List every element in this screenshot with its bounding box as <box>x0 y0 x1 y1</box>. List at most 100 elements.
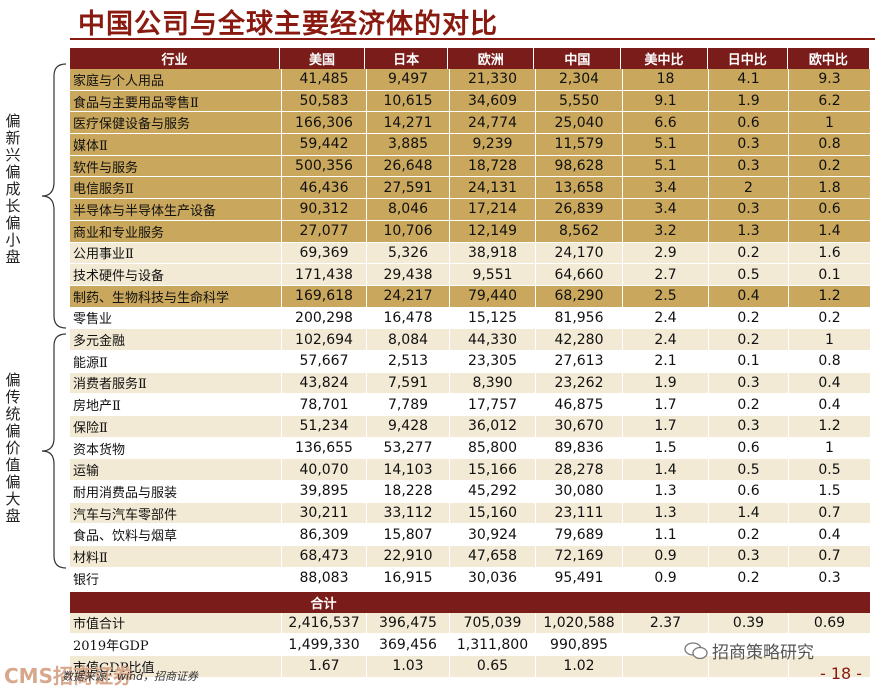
table-cell: 1.9 <box>708 90 788 112</box>
table-row: 市值合计 2,416,537 396,475 705,039 1,020,588 2.37… <box>70 612 870 635</box>
table-cell: 136,655 <box>281 437 366 459</box>
table-cell: 68,473 <box>281 546 366 567</box>
table-cell: 10,706 <box>366 220 449 242</box>
table-cell: 10,615 <box>366 90 449 112</box>
row-label: 技术硬件与设备 <box>73 269 165 285</box>
table-cell <box>708 655 788 677</box>
table-cell: 13,658 <box>535 177 622 199</box>
table-cell: 1.2 <box>788 416 870 437</box>
table-cell: 8,084 <box>366 329 449 350</box>
table-cell: 2.4 <box>622 307 708 329</box>
table-cell: 1,311,800 <box>449 634 535 655</box>
header-cell: 美国 <box>280 48 366 69</box>
row-label: 材料Ⅱ <box>73 550 108 566</box>
table-cell: 5.1 <box>622 134 708 155</box>
table-cell: 0.6 <box>708 481 788 502</box>
table-row: 耐用消费品与服装 39,895 18,228 45,292 30,080 1.3 0.6 1.… <box>70 481 870 503</box>
table-cell: 1.9 <box>622 372 708 394</box>
table-cell <box>622 634 708 655</box>
table-cell: 59,442 <box>281 134 366 155</box>
table-cell: 89,836 <box>535 437 622 459</box>
table-cell: 53,277 <box>366 437 449 459</box>
table-cell: 1.03 <box>366 655 449 677</box>
table-row: 房地产Ⅱ 78,701 7,789 17,757 46,875 1.7 0.2 0.4 <box>70 394 870 416</box>
table-cell: 1,499,330 <box>281 634 366 655</box>
table-cell: 81,956 <box>535 307 622 329</box>
row-label: 多元金融 <box>73 334 126 350</box>
comparison-table: 行业 美国 日本 欧洲 中国 美中比 日中比 欧中比 家庭与个人用品 41,485 9,497 21… <box>70 48 871 678</box>
wechat-label: 招商策略研究 <box>712 643 814 663</box>
row-label: 汽车与汽车零部件 <box>73 507 178 523</box>
row-label: 食品、饮料与烟草 <box>73 529 178 545</box>
table-cell: 1.5 <box>622 437 708 459</box>
table-cell: 88,083 <box>281 567 366 589</box>
table-cell: 0.2 <box>708 567 788 589</box>
table-cell: 0.6 <box>708 437 788 459</box>
table-cell: 1.02 <box>535 655 622 677</box>
table-cell: 12,149 <box>449 220 535 242</box>
table-cell: 5,326 <box>366 242 449 264</box>
table-cell: 21,330 <box>449 69 535 90</box>
table-cell: 69,369 <box>281 242 366 264</box>
row-label: 消费者服务Ⅱ <box>73 377 147 393</box>
table-cell: 33,112 <box>366 502 449 524</box>
row-label: 公用事业Ⅱ <box>73 247 134 263</box>
table-cell: 1.3 <box>622 481 708 502</box>
table-cell: 169,618 <box>281 285 366 307</box>
row-label: 半导体与半导体生产设备 <box>73 203 217 219</box>
row-label: 2019年GDP <box>73 639 149 655</box>
table-cell <box>788 655 870 677</box>
value-side-label: 偏传统偏价值偏大盘 <box>5 371 21 525</box>
table-cell: 85,800 <box>449 437 535 459</box>
table-cell: 0.2 <box>708 329 788 350</box>
table-cell: 1.6 <box>788 242 870 264</box>
table-cell: 0.7 <box>788 546 870 567</box>
table-cell: 27,077 <box>281 220 366 242</box>
table-cell: 0.5 <box>788 459 870 481</box>
table-cell: 0.8 <box>788 134 870 155</box>
table-row: 半导体与半导体生产设备 90,312 8,046 17,214 26,839 3.4 0.3… <box>70 199 870 221</box>
table-cell: 2.5 <box>622 285 708 307</box>
table-cell: 0.8 <box>788 350 870 372</box>
table-cell: 44,330 <box>449 329 535 350</box>
table-cell: 30,080 <box>535 481 622 502</box>
total-header-row: 合计 <box>70 591 870 613</box>
table-cell: 86,309 <box>281 524 366 546</box>
table-cell: 1.2 <box>788 285 870 307</box>
table-row: 汽车与汽车零部件 30,211 33,112 15,160 23,111 1.3 1.4 0.… <box>70 502 870 525</box>
table-row: 媒体Ⅱ 59,442 3,885 9,239 11,579 5.1 0.3 0.8 <box>70 134 870 156</box>
header-cell: 行业 <box>70 48 280 69</box>
table-cell: 0.4 <box>708 285 788 307</box>
table-cell: 9,497 <box>366 69 449 90</box>
table-cell: 9,551 <box>449 264 535 285</box>
table-cell: 1.4 <box>708 502 788 524</box>
table-row: 商业和专业服务 27,077 10,706 12,149 8,562 3.2 1.3 1.4 <box>70 220 870 243</box>
table-cell: 17,214 <box>449 199 535 220</box>
table-cell: 8,562 <box>535 220 622 242</box>
summary-body: 市值合计 2,416,537 396,475 705,039 1,020,588 2.37… <box>70 612 870 678</box>
table-cell: 9,239 <box>449 134 535 155</box>
table-cell: 29,438 <box>366 264 449 285</box>
table-cell: 2.4 <box>622 329 708 350</box>
table-cell: 1 <box>788 329 870 350</box>
table-cell: 14,271 <box>366 112 449 134</box>
table-cell: 0.2 <box>708 524 788 546</box>
table-cell: 500,356 <box>281 155 366 177</box>
table-cell: 79,689 <box>535 524 622 546</box>
table-header: 行业 美国 日本 欧洲 中国 美中比 日中比 欧中比 <box>70 48 871 69</box>
page-number: - 18 - <box>820 664 863 683</box>
row-label: 电信服务Ⅱ <box>73 182 134 198</box>
table-cell: 0.65 <box>449 655 535 677</box>
table-cell: 40,070 <box>281 459 366 481</box>
table-cell: 28,278 <box>535 459 622 481</box>
table-cell: 24,217 <box>366 285 449 307</box>
row-label: 制药、生物科技与生命科学 <box>73 290 230 306</box>
table-cell: 24,774 <box>449 112 535 134</box>
table-cell: 1.3 <box>708 220 788 242</box>
table-cell: 25,040 <box>535 112 622 134</box>
table-cell: 0.2 <box>708 242 788 264</box>
table-cell: 95,491 <box>535 567 622 589</box>
table-cell: 0.1 <box>708 350 788 372</box>
table-row: 多元金融 102,694 8,084 44,330 42,280 2.4 0.2 1 <box>70 329 870 351</box>
wechat-watermark: 招商策略研究 <box>684 638 814 663</box>
